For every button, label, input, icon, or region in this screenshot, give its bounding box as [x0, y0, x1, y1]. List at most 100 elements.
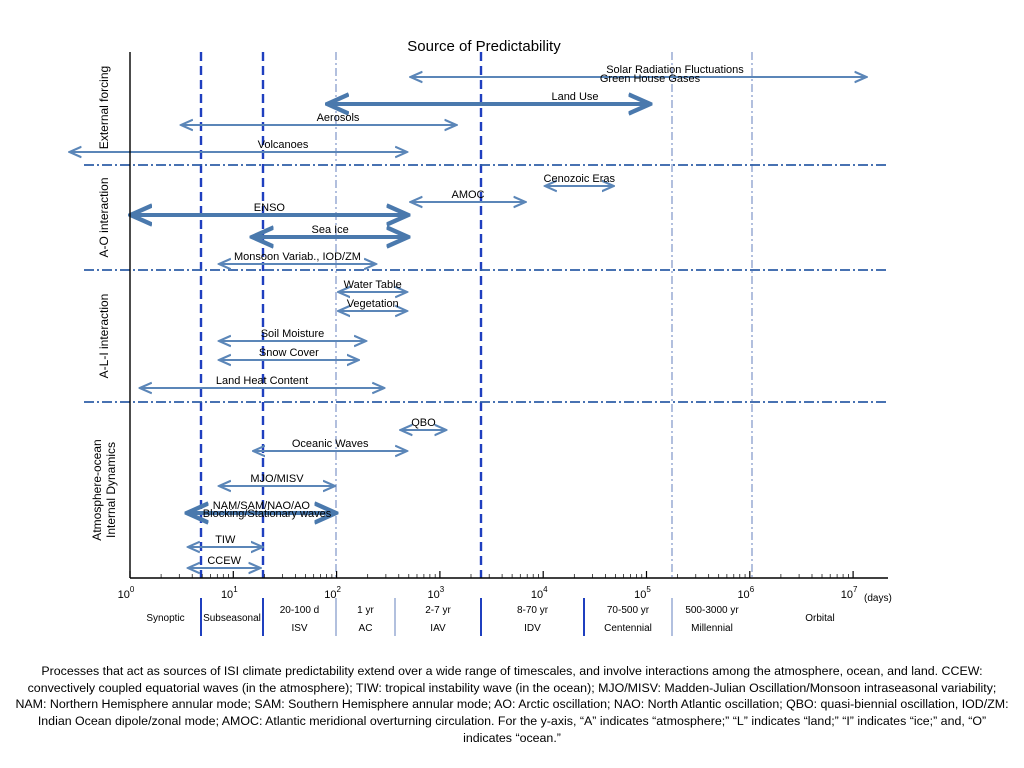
process-volcanoes: Volcanoes — [71, 139, 406, 152]
category-label-a-l-i-interaction: A-L-I interaction — [97, 294, 111, 379]
process-label: Oceanic Waves — [292, 438, 369, 450]
tick-label: 101 — [221, 585, 238, 601]
timescale-band-5: 2-7 yr IAV — [425, 605, 451, 634]
band-name: 8-70 yr — [517, 605, 549, 616]
process-label: Aerosols — [317, 112, 360, 124]
process-snow-cover: Snow Cover — [220, 347, 357, 360]
process-aerosols: Aerosols — [182, 112, 455, 125]
x-axis-tick-labels: 100 101 1 0 2 103 104 105 106 107 — [118, 585, 858, 601]
axes: 100 101 1 0 2 103 104 105 106 107 (days) — [118, 52, 892, 604]
process-label: AMOC — [452, 189, 485, 201]
process-label: Water Table — [344, 279, 402, 291]
tick-exponent: 1 — [233, 585, 238, 594]
category-label-text: Atmosphere-ocean — [90, 439, 104, 540]
process-monsoon-variab-iod-zm: Monsoon Variab., IOD/ZM — [220, 251, 374, 264]
category-labels: External forcing A-O interaction A-L-I int… — [90, 66, 118, 541]
band-name: 70-500 yr — [607, 605, 650, 616]
tick-label: 100 — [118, 585, 135, 601]
process-soil-moisture: Soil Moisture — [220, 328, 364, 341]
process-label: CCEW — [207, 555, 241, 567]
category-label-atmosphere-ocean-internal-dynamics: Atmosphere-ocean Internal Dynamics — [90, 439, 118, 540]
process-nam-sam-nao-ao: NAM/SAM/NAO/AO — [189, 500, 333, 513]
process-label: Soil Moisture — [261, 328, 325, 340]
process-label: Land Use — [551, 91, 598, 103]
tick-exponent: 2 — [336, 585, 341, 594]
process-label: Monsoon Variab., IOD/ZM — [234, 251, 361, 263]
tick-label: 103 — [428, 585, 445, 601]
timescale-band-7: 70-500 yr Centennial — [604, 605, 652, 634]
process-label: Volcanoes — [258, 139, 309, 151]
timescale-band-6: 8-70 yr IDV — [517, 605, 549, 634]
band-name: 500-3000 yr — [685, 605, 739, 616]
timescale-band-9: Orbital — [805, 613, 834, 624]
figure-caption: Processes that act as sources of ISI cli… — [15, 664, 1009, 745]
process-label: Vegetation — [347, 298, 399, 310]
category-label-text: Internal Dynamics — [104, 442, 118, 538]
predictability-diagram: Source of Predictability Solar Radiation… — [0, 38, 892, 636]
category-dividers — [84, 164, 888, 403]
process-oceanic-waves: Oceanic Waves — [254, 438, 405, 451]
tick-exponent: 4 — [543, 585, 548, 594]
process-label: MJO/MISV — [250, 473, 304, 485]
process-blocking-stationary-waves: Blocking/Stationary waves — [203, 508, 332, 520]
process-mjo-misv: MJO/MISV — [220, 473, 333, 486]
band-name: Subseasonal — [203, 613, 261, 624]
timescale-band-row: Synoptic Subseasonal 20-100 d ISV 1 yr AC 2-7 … — [146, 598, 835, 636]
tick-exponent: 0 — [130, 585, 135, 594]
category-label-text: External forcing — [97, 66, 111, 149]
band-abbrev: AC — [359, 623, 373, 634]
band-abbrev: Millennial — [691, 623, 733, 634]
timescale-band-2: Subseasonal — [203, 613, 261, 624]
process-label: ENSO — [254, 202, 286, 214]
timescale-band-8: 500-3000 yr Millennial — [685, 605, 739, 634]
category-label-text: A-O interaction — [97, 177, 111, 257]
band-name: Synoptic — [146, 613, 184, 624]
tick-exponent: 7 — [853, 585, 858, 594]
process-sea-ice: Sea Ice — [254, 224, 405, 237]
tick-label: 107 — [841, 585, 858, 601]
tick-exponent: 5 — [646, 585, 651, 594]
diagram-title: Source of Predictability — [407, 38, 561, 55]
x-axis-ticks — [129, 571, 854, 578]
tick-label: 104 — [531, 585, 548, 601]
tick-label: 105 — [634, 585, 651, 601]
process-label: Solar Radiation Fluctuations — [606, 64, 744, 76]
process-label: QBO — [411, 417, 436, 429]
process-water-table: Water Table — [340, 279, 406, 292]
process-label: Land Heat Content — [216, 375, 308, 387]
band-name: 20-100 d — [280, 605, 319, 616]
process-label: Blocking/Stationary waves — [203, 508, 332, 520]
process-qbo: QBO — [402, 417, 445, 430]
process-label: TIW — [215, 534, 236, 546]
tick-exponent: 3 — [440, 585, 445, 594]
process-solar-radiation-fluctuations: Solar Radiation Fluctuations — [412, 64, 865, 77]
band-abbrev: IAV — [430, 623, 446, 634]
category-label-external-forcing: External forcing — [97, 66, 111, 149]
process-vegetation: Vegetation — [340, 298, 406, 311]
category-label-text: A-L-I interaction — [97, 294, 111, 379]
band-name: 2-7 yr — [425, 605, 451, 616]
process-cenozoic-eras: Cenozoic Eras — [544, 173, 616, 186]
band-abbrev: Centennial — [604, 623, 652, 634]
tick-label: 106 — [737, 585, 754, 601]
process-enso: ENSO — [133, 202, 406, 215]
timescale-band-4: 1 yr AC — [357, 605, 374, 634]
x-axis-unit: (days) — [864, 593, 892, 604]
process-tiw: TIW — [189, 534, 261, 547]
process-label: Cenozoic Eras — [544, 173, 616, 185]
process-amoc: AMOC — [412, 189, 524, 202]
process-label: Green House Gases — [600, 73, 701, 85]
process-label: NAM/SAM/NAO/AO — [213, 500, 311, 512]
process-land-heat-content: Land Heat Content — [141, 375, 383, 388]
tick-exponent: 6 — [750, 585, 755, 594]
band-name: 1 yr — [357, 605, 374, 616]
band-abbrev: ISV — [291, 623, 307, 634]
timescale-band-3: 20-100 d ISV — [280, 605, 319, 634]
process-label: Sea Ice — [311, 224, 348, 236]
band-name: Orbital — [805, 613, 834, 624]
category-label-a-o-interaction: A-O interaction — [97, 177, 111, 257]
process-ccew: CCEW — [189, 555, 259, 568]
process-label: Snow Cover — [259, 347, 319, 359]
process-land-use: Land Use — [330, 91, 648, 104]
